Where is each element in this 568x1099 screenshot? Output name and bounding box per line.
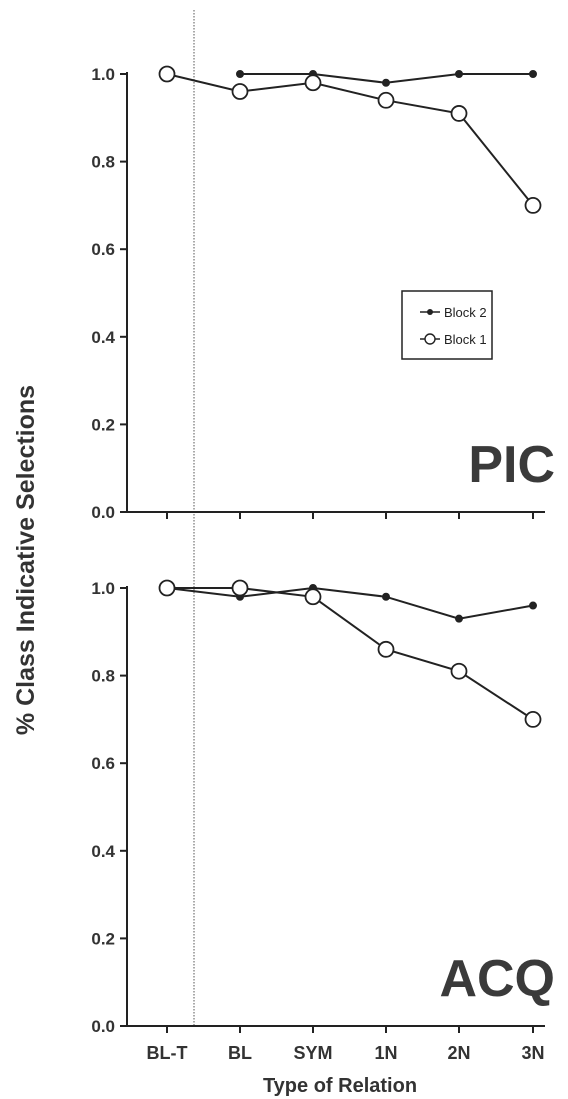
series-line-block-1 [167, 587, 534, 721]
data-point-block-1 [231, 83, 249, 100]
data-point-block-1 [450, 662, 468, 680]
legend-entry-label: Block 1 [444, 332, 487, 347]
panel-label: ACQ [439, 950, 555, 1008]
y-tick-label: 0.2 [91, 415, 115, 434]
x-tick-label: SYM [293, 1043, 332, 1063]
chart-panel-pic: 0.0 0.2 0.4 0.6 0.8 1.0 PIC Block 2 Block 1 [91, 65, 555, 522]
y-tick-label: 0.4 [91, 842, 115, 861]
legend-swatch-marker [427, 309, 433, 315]
data-point-block-2 [529, 70, 537, 78]
x-tick-label: BL-T [147, 1043, 188, 1063]
y-tick-label: 0.0 [91, 503, 115, 522]
data-point-block-1 [377, 640, 395, 658]
y-tick-label: 0.6 [91, 754, 115, 773]
data-point-block-1 [304, 74, 322, 92]
legend: Block 2 Block 1 [401, 290, 493, 360]
y-tick-label: 0.6 [91, 240, 115, 259]
data-point-block-1 [377, 91, 395, 109]
data-point-block-2 [529, 601, 537, 610]
data-point-block-2 [455, 70, 463, 78]
data-point-block-1 [524, 196, 542, 214]
data-point-block-2 [382, 78, 390, 87]
y-axis-title: % Class Indicative Selections [12, 385, 40, 735]
legend-entry-label: Block 2 [444, 305, 487, 320]
y-tick-label: 0.0 [91, 1017, 115, 1036]
legend-box [401, 290, 493, 360]
data-point-block-1 [231, 579, 249, 597]
panel-label: PIC [468, 436, 555, 494]
data-point-block-1 [158, 65, 176, 83]
data-point-block-2 [382, 592, 390, 601]
data-point-block-1 [304, 588, 322, 606]
x-tick-label: 1N [374, 1043, 397, 1063]
x-tick-label: 3N [521, 1043, 544, 1063]
data-point-block-1 [450, 105, 468, 122]
data-point-block-1 [524, 711, 542, 728]
data-point-block-2 [236, 70, 244, 78]
y-tick-label: 0.2 [91, 929, 115, 948]
data-point-block-2 [455, 614, 463, 623]
y-tick-label: 1.0 [91, 579, 115, 598]
y-tick-label: 0.8 [91, 153, 115, 172]
x-tick-label: BL [228, 1043, 252, 1063]
legend-swatch-marker [424, 333, 436, 345]
series-line-block-2 [166, 586, 534, 620]
x-tick-label: 2N [447, 1043, 470, 1063]
y-tick-label: 0.4 [91, 328, 115, 347]
y-tick-label: 0.8 [91, 667, 115, 686]
x-axis-title: Type of Relation [263, 1075, 417, 1097]
y-tick-label: 1.0 [91, 65, 115, 84]
data-point-block-1 [158, 579, 176, 597]
series-line-block-1 [166, 73, 534, 207]
chart-panel-acq: 0.0 0.2 0.4 0.6 0.8 1.0 BL-T BL SYM 1N 2N 3N ACQ [91, 579, 555, 1063]
